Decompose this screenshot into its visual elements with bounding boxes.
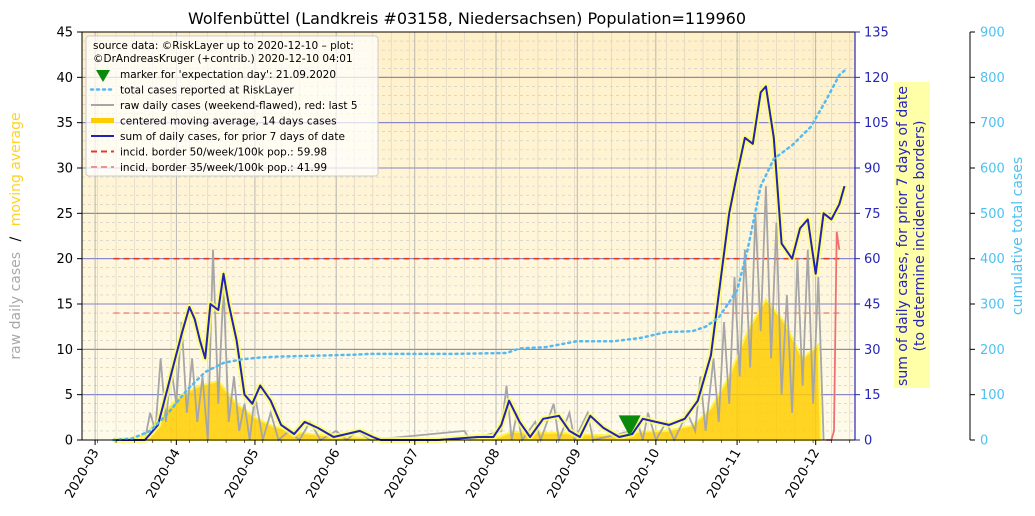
- left-axis-tick-label: 45: [56, 26, 73, 41]
- left-axis-tick-label: 25: [56, 207, 73, 222]
- left-axis-tick-label: 5: [65, 388, 73, 403]
- sum-7day-line: [113, 85, 846, 441]
- right-axis-2-tick-label: 500: [980, 207, 1005, 222]
- right-axis-1-tick-label: 30: [864, 343, 881, 358]
- right-axis-1-tick-label: 75: [864, 207, 881, 222]
- series: [112, 67, 849, 444]
- left-axis-tick-label: 40: [56, 71, 73, 86]
- right-axis-2-tick-label: 400: [980, 252, 1005, 267]
- left-axis-tick-label: 30: [56, 162, 73, 177]
- left-axis-tick-label: 10: [56, 343, 73, 358]
- x-axis-tick-label: 2020-10: [623, 447, 663, 502]
- chart-title: Wolfenbüttel (Landkreis #03158, Niedersa…: [188, 9, 746, 28]
- x-axis-tick-label: 2020-06: [303, 447, 343, 502]
- expectation-day-marker: [618, 415, 641, 437]
- legend-swatch-marker: [96, 70, 110, 82]
- left-axis-label-raw: raw daily cases: [8, 252, 24, 360]
- legend-entry-label: total cases reported at RiskLayer: [120, 85, 294, 97]
- right-axis-2-tick-label: 900: [980, 26, 1005, 41]
- left-axis-tick-label: 15: [56, 298, 73, 313]
- legend: source data: ©RiskLayer up to 2020-12-10…: [85, 35, 379, 177]
- x-axis-tick-label: 2020-12: [783, 447, 823, 502]
- axes: [81, 31, 971, 441]
- legend-box: [85, 35, 379, 177]
- right-axis-2-tick-label: 300: [980, 298, 1005, 313]
- legend-header-line2: ©DrAndreasKruger (+contrib.) 2020-12-10 …: [93, 53, 353, 65]
- cumulative-line: [112, 67, 849, 442]
- right-axis-1-tick-label: 90: [864, 162, 881, 177]
- right-axis-2-tick-label: 100: [980, 388, 1005, 403]
- right-axis-1-tick-label: 60: [864, 252, 881, 267]
- x-axis-tick-label: 2020-11: [704, 447, 744, 502]
- legend-header-line1: source data: ©RiskLayer up to 2020-12-10…: [93, 40, 354, 52]
- right-axis-2-tick-label: 700: [980, 116, 1005, 131]
- legend-entry-label: incid. border 50/week/100k pop.: 59.98: [120, 147, 327, 159]
- right-axis-2-tick-label: 200: [980, 343, 1005, 358]
- legend-entry-label: marker for 'expectation day': 21.09.2020: [120, 69, 336, 81]
- right-axis-1-tick-label: 15: [864, 388, 881, 403]
- right-axis-2-tick-label: 800: [980, 71, 1005, 86]
- right-axis-2-tick-label: 600: [980, 162, 1005, 177]
- right-axis-1-label-line2: (to determine incidence borders): [912, 121, 928, 352]
- x-axis-tick-label: 2020-04: [144, 447, 184, 502]
- legend-entry-label: centered moving average, 14 days cases: [120, 116, 337, 128]
- right-axis-1-label-box: [894, 82, 930, 388]
- expectation-markers: [618, 415, 641, 437]
- left-axis-tick-label: 0: [65, 434, 73, 449]
- right-axis-1-tick-label: 45: [864, 298, 881, 313]
- left-axis-label-ma: moving average: [8, 112, 24, 226]
- legend-entry-label: incid. border 35/week/100k pop.: 41.99: [120, 162, 327, 174]
- right-axis-1-tick-label: 105: [864, 116, 889, 131]
- x-axis-tick-label: 2020-05: [222, 447, 262, 502]
- right-axis-1-tick-label: 135: [864, 26, 889, 41]
- x-axis-tick-label: 2020-03: [62, 447, 102, 502]
- right-axis-1-label-line1: sum of daily cases, for prior 7 days of …: [895, 86, 911, 386]
- right-axis-1-tick-label: 0: [864, 434, 872, 449]
- right-axis-2-label: cumulative total cases: [1010, 157, 1026, 315]
- right-axis-2-tick-label: 0: [980, 434, 988, 449]
- left-axis-label: raw daily cases / moving average: [8, 112, 24, 359]
- raw-daily-line: [144, 186, 825, 444]
- left-axis-tick-label: 20: [56, 252, 73, 267]
- x-axis-tick-label: 2020-07: [382, 447, 422, 502]
- x-axis-tick-label: 2020-08: [463, 447, 503, 502]
- left-axis-tick-label: 35: [56, 116, 73, 131]
- legend-entry-label: sum of daily cases, for prior 7 days of …: [120, 131, 345, 143]
- right-axis-1-tick-label: 120: [864, 71, 889, 86]
- left-axis-label-sep: /: [8, 236, 24, 241]
- x-axis-tick-label: 2020-09: [545, 447, 585, 502]
- legend-entry-label: raw daily cases (weekend-flawed), red: l…: [120, 100, 358, 112]
